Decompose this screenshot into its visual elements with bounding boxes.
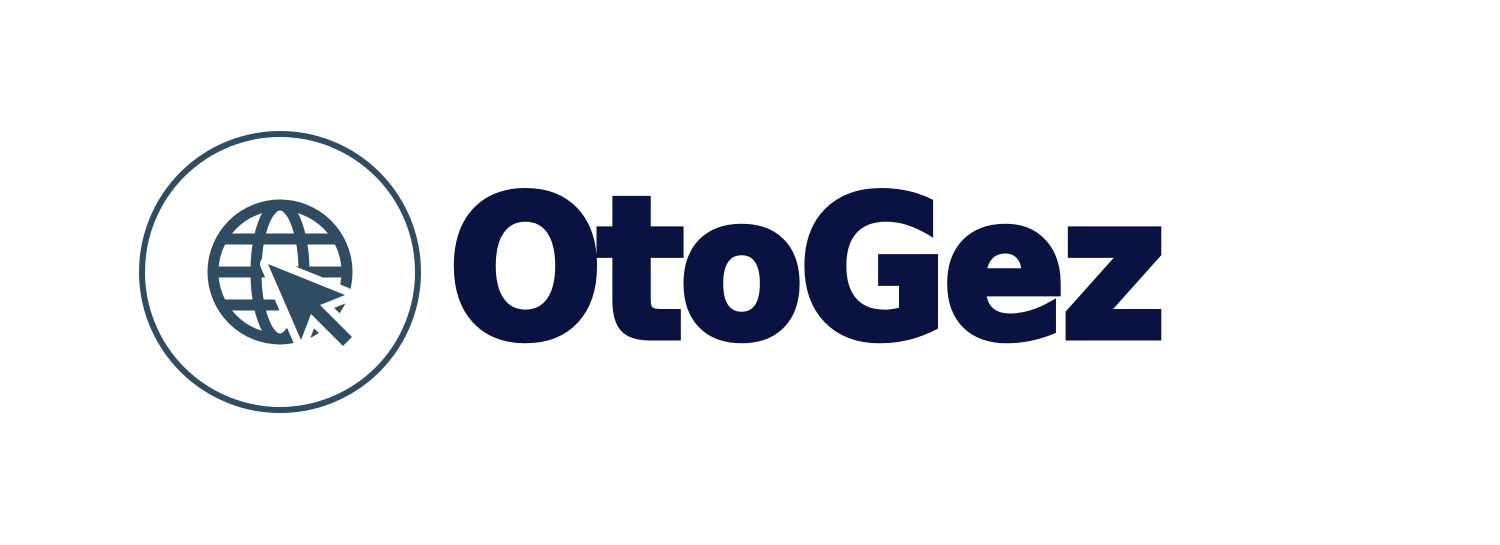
cursor-arrow-icon	[260, 256, 360, 354]
logo-emblem	[138, 130, 422, 414]
brand-wordmark: OtoGez	[445, 153, 1170, 388]
globe-cursor-icon	[139, 131, 421, 413]
outer-ring	[139, 131, 421, 413]
